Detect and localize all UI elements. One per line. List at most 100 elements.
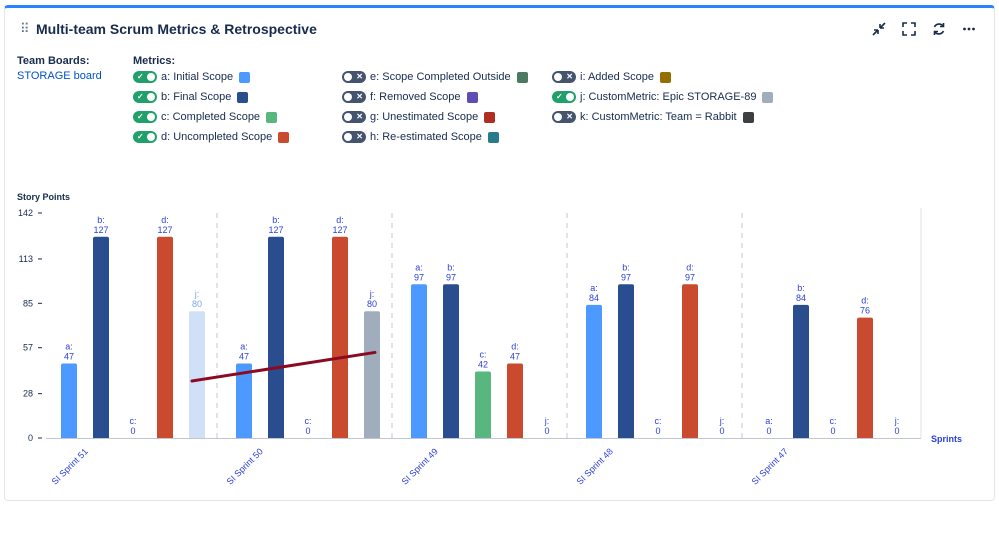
data-label-series: c: (304, 416, 311, 426)
bar-b (618, 284, 634, 438)
data-label-value: 47 (510, 352, 520, 362)
data-label-series: b: (622, 262, 630, 272)
data-label-value: 84 (589, 293, 599, 303)
data-label-series: a: (765, 416, 773, 426)
metric-toggle[interactable]: ✕ (552, 71, 576, 83)
x-tick-label: SI Sprint 50 (225, 446, 265, 486)
metric-toggle[interactable]: ✕ (342, 111, 366, 123)
bar-d (682, 284, 698, 438)
check-icon: ✓ (137, 112, 144, 121)
metric-toggle[interactable]: ✓ (133, 111, 157, 123)
data-label-series: d: (336, 215, 344, 225)
trend-line (190, 350, 377, 383)
data-label-value: 80 (367, 299, 377, 309)
metric-color-swatch (278, 131, 290, 143)
team-boards-label: Team Boards: (17, 55, 90, 67)
cross-icon: ✕ (356, 92, 363, 101)
data-label-value: 0 (894, 426, 899, 436)
metric-i[interactable]: ✕ i: Added Scope (552, 69, 672, 85)
cross-icon: ✕ (356, 72, 363, 81)
bar-j (189, 311, 205, 438)
bar-a (236, 363, 252, 438)
metric-toggle[interactable]: ✓ (133, 71, 157, 83)
metric-color-swatch (466, 91, 478, 103)
y-tick-label: 142 (18, 208, 33, 218)
x-axis-title: Sprints (931, 434, 962, 444)
data-label-value: 127 (93, 225, 108, 235)
data-label-value: 80 (192, 299, 202, 309)
metric-label: g: Unestimated Scope (370, 111, 479, 123)
y-tick-label: 0 (28, 433, 33, 443)
metric-toggle[interactable]: ✕ (342, 71, 366, 83)
metric-h[interactable]: ✕ h: Re-estimated Scope (342, 129, 499, 145)
data-label-series: a: (65, 342, 73, 352)
data-label-value: 47 (64, 352, 74, 362)
metric-label: a: Initial Scope (161, 71, 234, 83)
data-label-value: 76 (860, 306, 870, 316)
metric-toggle[interactable]: ✕ (552, 111, 576, 123)
data-label-series: d: (511, 342, 519, 352)
metric-color-swatch (516, 71, 528, 83)
metric-label: i: Added Scope (580, 71, 655, 83)
collapse-icon[interactable] (870, 20, 888, 38)
metric-toggle[interactable]: ✕ (342, 91, 366, 103)
metric-color-swatch (762, 91, 774, 103)
metric-color-swatch (484, 111, 496, 123)
metric-f[interactable]: ✕ f: Removed Scope (342, 89, 478, 105)
data-label-value: 97 (446, 272, 456, 282)
metric-toggle[interactable]: ✓ (133, 91, 157, 103)
metric-color-swatch (660, 71, 672, 83)
x-tick-label: SI Sprint 49 (400, 446, 440, 486)
check-icon: ✓ (137, 72, 144, 81)
metric-b[interactable]: ✓ b: Final Scope (133, 89, 249, 105)
metric-c[interactable]: ✓ c: Completed Scope (133, 109, 278, 125)
data-label-value: 97 (621, 272, 631, 282)
bar-b (793, 304, 809, 438)
data-label-value: 47 (239, 352, 249, 362)
data-label-series: c: (479, 349, 486, 359)
metrics-label: Metrics: (133, 55, 176, 67)
bar-b (268, 236, 284, 438)
metric-label: j: CustomMetric: Epic STORAGE-89 (580, 91, 757, 103)
metric-a[interactable]: ✓ a: Initial Scope (133, 69, 251, 85)
bar-c (475, 371, 491, 438)
data-label-series: b: (447, 262, 455, 272)
metric-label: e: Scope Completed Outside (370, 71, 511, 83)
storage-board-link[interactable]: STORAGE board (17, 70, 102, 82)
x-tick-label: SI Sprint 48 (575, 446, 615, 486)
metric-e[interactable]: ✕ e: Scope Completed Outside (342, 69, 528, 85)
more-icon[interactable] (960, 20, 978, 38)
metric-label: h: Re-estimated Scope (370, 131, 482, 143)
scrum-metrics-gadget: ⠿ Multi-team Scrum Metrics & Retrospecti… (4, 5, 995, 501)
data-label-series: j: (894, 416, 900, 426)
y-tick-label: 85 (23, 298, 33, 308)
cross-icon: ✕ (566, 72, 573, 81)
bar-d (507, 363, 523, 438)
bar-b (443, 284, 459, 438)
check-icon: ✓ (137, 132, 144, 141)
refresh-icon[interactable] (930, 20, 948, 38)
cross-icon: ✕ (356, 112, 363, 121)
data-label-series: d: (161, 215, 169, 225)
metric-toggle[interactable]: ✓ (552, 91, 576, 103)
data-label-value: 0 (719, 426, 724, 436)
gadget-title: Multi-team Scrum Metrics & Retrospective (36, 21, 317, 37)
metric-g[interactable]: ✕ g: Unestimated Scope (342, 109, 496, 125)
x-tick-label: SI Sprint 51 (50, 446, 90, 486)
metric-label: d: Uncompleted Scope (161, 131, 273, 143)
drag-handle-icon[interactable]: ⠿ (20, 21, 29, 36)
data-label-value: 127 (157, 225, 172, 235)
metric-toggle[interactable]: ✕ (342, 131, 366, 143)
metric-k[interactable]: ✕ k: CustomMetric: Team = Rabbit (552, 109, 754, 125)
metric-color-swatch (237, 91, 249, 103)
metric-d[interactable]: ✓ d: Uncompleted Scope (133, 129, 290, 145)
metric-toggle[interactable]: ✓ (133, 131, 157, 143)
metric-color-swatch (742, 111, 754, 123)
metric-j[interactable]: ✓ j: CustomMetric: Epic STORAGE-89 (552, 89, 774, 105)
data-label-series: j: (719, 416, 725, 426)
fullscreen-icon[interactable] (900, 20, 918, 38)
data-label-series: d: (686, 262, 694, 272)
metric-color-swatch (266, 111, 278, 123)
metric-label: b: Final Scope (161, 91, 232, 103)
